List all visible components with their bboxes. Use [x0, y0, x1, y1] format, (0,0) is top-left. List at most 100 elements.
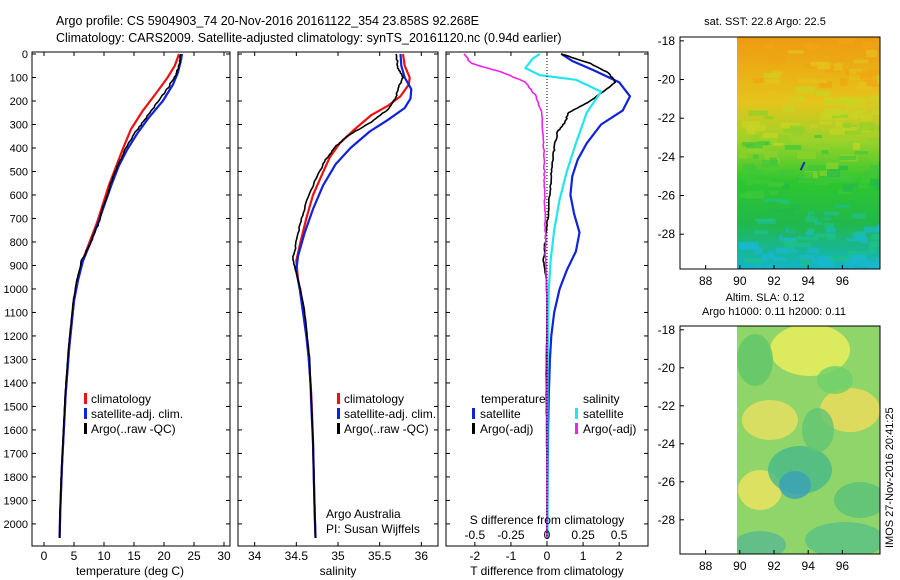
- depth-tick-label: 800: [10, 237, 28, 249]
- sst-cell: [866, 49, 878, 57]
- series-line-salinity-argo-adj-: [463, 53, 548, 539]
- sla-blob: [834, 482, 880, 518]
- sst-cell: [778, 141, 792, 149]
- map-x-tick-label: 90: [733, 274, 747, 288]
- sst-cell: [848, 74, 861, 81]
- salinity-curves: [292, 53, 413, 539]
- sla-map-title: Altim. SLA: 0.12: [726, 292, 805, 304]
- sst-cell: [876, 54, 880, 62]
- sst-cell: [850, 254, 867, 262]
- depth-tick-label: 500: [10, 166, 28, 178]
- sst-cell: [757, 54, 769, 58]
- sst-cell: [876, 172, 880, 177]
- legend-label-satellite: satellite-adj. clim.: [91, 407, 183, 421]
- sst-cell: [835, 115, 846, 121]
- sst-cell: [819, 260, 834, 268]
- depth-tick-label: 300: [10, 119, 28, 131]
- sst-cell: [749, 91, 758, 99]
- x-tick-label: -1: [506, 549, 517, 563]
- sst-cell: [805, 216, 818, 223]
- depth-tick-label: 2000: [4, 519, 28, 531]
- sla-blob: [779, 471, 811, 499]
- sst-cell: [761, 159, 778, 168]
- sst-cell: [875, 40, 880, 46]
- sst-cell: [777, 134, 790, 142]
- series-line-satellite-adj-clim-: [58, 53, 184, 539]
- sst-cell: [839, 165, 849, 171]
- map-y-tick-label: -22: [658, 399, 676, 413]
- sst-cell: [769, 172, 780, 177]
- difference-legend: temperature salinity satellite Argo(-adj…: [472, 392, 636, 436]
- sst-cell: [863, 226, 880, 233]
- x-tick-label: 34: [248, 549, 262, 563]
- sst-cell: [868, 69, 880, 77]
- x-tick-label: 10: [97, 549, 111, 563]
- sst-cell: [853, 59, 869, 64]
- legend-label-climatology: climatology: [91, 392, 151, 406]
- sst-cell: [804, 42, 811, 49]
- sst-cell: [764, 92, 781, 96]
- sst-cell: [740, 148, 760, 155]
- sst-cell: [851, 183, 859, 188]
- x-tick-label: -2: [470, 549, 481, 563]
- sst-cell: [753, 179, 773, 185]
- s-tick-label: -0.5: [465, 528, 486, 542]
- sst-cell: [844, 37, 856, 42]
- sla-blob: [742, 400, 798, 440]
- sst-cell: [773, 142, 784, 146]
- legend-title-salinity: salinity: [583, 392, 620, 406]
- sla-blob: [737, 334, 773, 386]
- sst-cell: [754, 247, 763, 255]
- sst-cell: [767, 251, 775, 259]
- sst-cell: [746, 125, 767, 132]
- sst-cell: [859, 179, 870, 184]
- sst-cell: [763, 78, 779, 84]
- legend-swatch-satellite: [84, 408, 87, 419]
- imos-credit: IMOS 27-Nov-2016 20:41:25: [884, 407, 896, 548]
- sst-cell: [763, 198, 781, 203]
- legend-swatch-climatology: [84, 393, 87, 404]
- legend-label-climatology: climatology: [344, 392, 404, 406]
- sst-cell: [785, 248, 798, 253]
- x-tick-label: 36: [415, 549, 429, 563]
- sst-cell: [768, 56, 786, 64]
- legend-swatch-argo: [337, 423, 340, 434]
- sst-cell: [762, 132, 779, 138]
- map-y-tick-label: -20: [658, 361, 676, 375]
- map-x-tick-label: 94: [802, 559, 816, 573]
- x-tick-label: 0: [544, 549, 551, 563]
- sst-cell: [879, 261, 880, 269]
- x-tick-label: 35: [331, 549, 345, 563]
- sst-cell: [763, 151, 779, 158]
- s-difference-axis-label: S difference from climatology: [470, 513, 625, 527]
- legend-swatch-satellite: [337, 408, 340, 419]
- sla-blob: [805, 522, 880, 554]
- sst-cell: [741, 120, 760, 128]
- depth-tick-label: 1600: [4, 425, 28, 437]
- sst-cell: [776, 247, 788, 254]
- sst-cell: [844, 257, 858, 265]
- sla-blob: [820, 388, 880, 432]
- sst-cell: [868, 246, 876, 254]
- sst-cell: [825, 65, 842, 73]
- x-tick-label: 20: [157, 549, 171, 563]
- sst-cell: [824, 211, 840, 216]
- sst-cell: [753, 230, 768, 235]
- sst-cell: [790, 126, 805, 134]
- map-y-tick-label: -18: [658, 34, 676, 48]
- sst-cell: [797, 78, 817, 83]
- sst-cell: [754, 266, 763, 269]
- sst-cell: [798, 254, 814, 259]
- map-x-tick-label: 90: [733, 559, 747, 573]
- depth-tick-label: 700: [10, 213, 28, 225]
- sst-cell: [845, 68, 853, 76]
- sst-cell: [808, 46, 818, 53]
- sst-cell: [767, 264, 775, 269]
- salinity-axis-label: salinity: [320, 564, 357, 578]
- sst-cell: [817, 255, 833, 264]
- s-tick-label: 0.5: [611, 528, 628, 542]
- sst-cell: [751, 135, 759, 143]
- sst-cell: [749, 142, 768, 146]
- sst-cell: [746, 191, 765, 199]
- header-line-2: Climatology: CARS2009. Satellite-adjuste…: [56, 31, 562, 45]
